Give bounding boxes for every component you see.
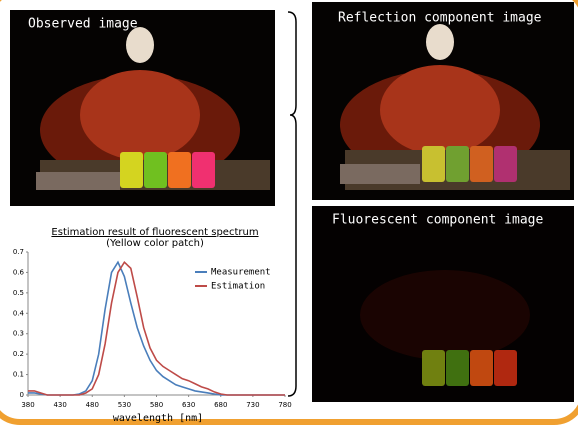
x-tick-label: 430 (53, 401, 66, 409)
brace (287, 11, 297, 397)
y-tick-label: 0.1 (13, 371, 24, 379)
image-label: Reflection component image (338, 11, 542, 26)
series-line (28, 260, 285, 396)
y-tick-label: 0.5 (13, 289, 24, 297)
x-tick-label: 780 (278, 401, 291, 409)
legend-label: Estimation (211, 282, 265, 292)
y-tick-label: 0 (20, 391, 24, 399)
image-label: Fluorescent component image (332, 213, 543, 228)
x-tick-label: 530 (118, 401, 131, 409)
y-tick-label: 0.3 (13, 330, 24, 338)
chart-subtitle: (Yellow color patch) (106, 238, 204, 249)
x-tick-label: 680 (214, 401, 227, 409)
y-tick-label: 0.6 (13, 268, 25, 276)
x-tick-label: 730 (246, 401, 259, 409)
y-tick-label: 0.4 (13, 309, 25, 317)
x-tick-label: 630 (182, 401, 195, 409)
y-tick-label: 0.2 (13, 350, 24, 358)
x-tick-label: 480 (86, 401, 99, 409)
observed-image (10, 10, 275, 206)
y-tick-label: 0.7 (13, 248, 24, 256)
chart-title: Estimation result of fluorescent spectru… (51, 227, 258, 238)
fluorescent-image (312, 206, 574, 402)
image-label: Observed image (28, 17, 138, 32)
x-axis-label: wavelength [nm] (113, 413, 203, 424)
reflection-image (312, 2, 574, 200)
x-tick-label: 580 (150, 401, 163, 409)
legend-label: Measurement (211, 268, 271, 278)
x-tick-label: 380 (21, 401, 34, 409)
